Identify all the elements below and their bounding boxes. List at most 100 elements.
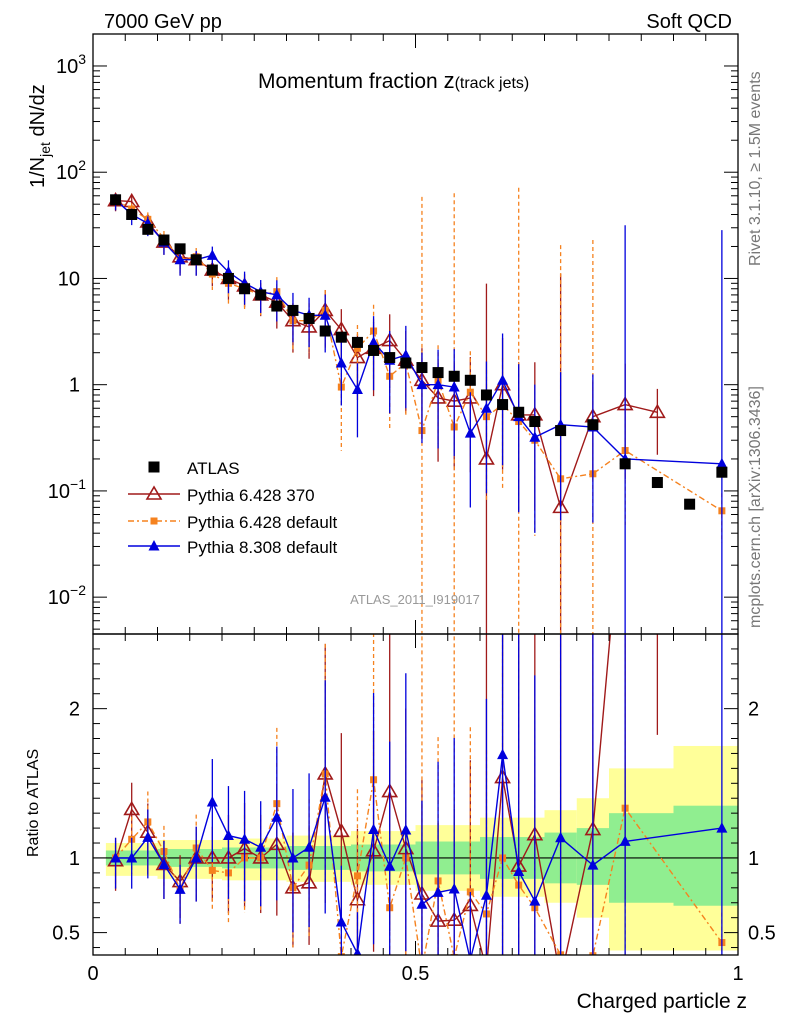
point-p8_def-26 [529,431,541,442]
ratio-point-p8_def-20 [432,886,444,897]
x-tick-label-0: 0 [87,963,98,985]
ratio-point-p8_def-15 [353,947,362,955]
ratio-point-p6_370-23 [479,963,493,975]
ratio-point-p8_def-4 [174,883,186,894]
point-atlas-0 [110,194,122,206]
y-tick-base-5: 10 [48,587,70,609]
ratio-point-p8_def-11 [287,851,299,863]
point-atlas-15 [351,336,363,348]
ratio-point-p6_def-15 [353,872,361,880]
y-tick-base-0: 10 [56,56,78,78]
point-atlas-22 [464,374,476,386]
ratio-point-p6_def-6 [208,866,216,874]
point-atlas-30 [651,477,663,489]
ratio-point-p6_370-27 [554,972,568,984]
ratio-point-p8_def-19 [416,898,428,909]
point-atlas-32 [716,466,728,478]
point-atlas-11 [287,304,299,316]
ratio-band-green-10 [673,805,738,906]
legend-marker-p8_def [148,540,160,551]
legend-marker-p6_370 [145,485,163,500]
ratio-point-p8_def-21 [448,883,460,894]
ratio-point-p8_def-29 [619,835,631,846]
ratio-point-p8_def-5 [190,851,202,863]
legend-label-p6_370: Pythia 6.428 370 [187,486,315,505]
y-tick-exp-1: 2 [78,157,86,173]
ratio-point-p8_def-25 [513,865,525,877]
ratio-tick-label-right-1: 1 [748,848,759,870]
ratio-point-p8_def-24 [497,748,509,760]
ratio-tick-label-left-0: 2 [69,699,80,721]
ratio-point-p8_def-27 [555,831,567,843]
point-atlas-13 [319,325,331,337]
point-p8_def-23 [480,402,492,413]
plot-title: Momentum fraction z(track jets) [258,68,529,93]
y-tick-base-3: 1 [69,375,80,397]
point-atlas-7 [222,272,234,284]
y-tick-label-2: 10 [58,268,80,290]
y-tick-label-5: 10−2 [48,582,86,609]
point-atlas-25 [513,406,525,418]
point-p8_def-10 [271,288,283,300]
y-axis-label-main: 1/N [27,157,49,188]
ratio-point-p8_def-7 [222,829,234,841]
point-p8_def-15 [351,383,363,395]
point-atlas-9 [255,289,267,301]
ratio-tick-label-left-2: 0.5 [52,923,80,945]
point-p8_def-18 [400,349,412,360]
y-tick-exp-4: −1 [70,476,86,492]
point-p8_def-24 [497,374,509,385]
legend: ATLAS Pythia 6.428 370 Pythia 6.428 defaul… [128,459,338,557]
ratio-point-p6_370-1 [123,800,141,816]
ratio-point-p8_def-1 [126,851,138,863]
plot-title-main: Momentum fraction [258,70,444,93]
point-atlas-18 [400,357,412,369]
ratio-tick-label-right-2: 0.5 [748,923,776,945]
point-atlas-23 [480,389,492,401]
ratio-tick-label-left-1: 1 [69,848,80,870]
y-tick-label-4: 10−1 [48,476,86,503]
point-p8_def-6 [206,249,218,260]
point-atlas-2 [142,223,154,235]
point-atlas-27 [555,425,567,437]
ratio-point-p8_def-3 [158,858,170,869]
point-atlas-4 [174,243,186,255]
ratio-point-p8_def-14 [335,915,347,927]
ratio-point-p8_def-32 [716,822,728,833]
point-atlas-31 [684,498,696,510]
point-p8_def-14 [335,357,347,368]
point-atlas-24 [497,399,509,411]
point-atlas-20 [432,367,444,379]
point-p8_def-21 [448,381,460,392]
ratio-point-p8_def-18 [400,823,412,835]
point-p8_def-32 [716,457,728,469]
x-tick-label-1: 0.5 [402,963,430,985]
plot-title-sub: (track jets) [455,75,530,92]
y-tick-label-3: 1 [69,375,80,397]
ratio-point-p6_def-22 [466,888,474,896]
ratio-point-p8_def-8 [239,833,251,844]
point-atlas-5 [190,254,202,266]
y-tick-label-0: 103 [56,51,86,78]
point-atlas-19 [416,362,428,374]
y-tick-exp-5: −2 [70,582,86,598]
y-tick-label-1: 102 [56,157,86,184]
y-tick-base-4: 10 [48,481,70,503]
point-atlas-10 [271,300,283,312]
legend-marker-p6_def [150,517,158,525]
y-tick-base-2: 10 [58,268,80,290]
rivet-label: Rivet 3.1.10, ≥ 1.5M events [747,71,764,266]
ratio-point-p8_def-23 [480,889,492,900]
y-axis-label-sub: jet [37,142,53,158]
ratio-point-p8_def-6 [206,795,218,807]
ratio-point-p8_def-16 [368,823,380,835]
point-p8_def-22 [464,427,476,438]
point-atlas-26 [529,416,541,428]
ratio-y-axis-label: Ratio to ATLAS [25,749,42,857]
point-atlas-12 [303,312,315,324]
y-tick-exp-0: 3 [78,51,86,67]
legend-label-atlas: ATLAS [187,459,240,478]
ratio-point-p8_def-0 [110,851,122,863]
point-atlas-16 [368,344,380,356]
